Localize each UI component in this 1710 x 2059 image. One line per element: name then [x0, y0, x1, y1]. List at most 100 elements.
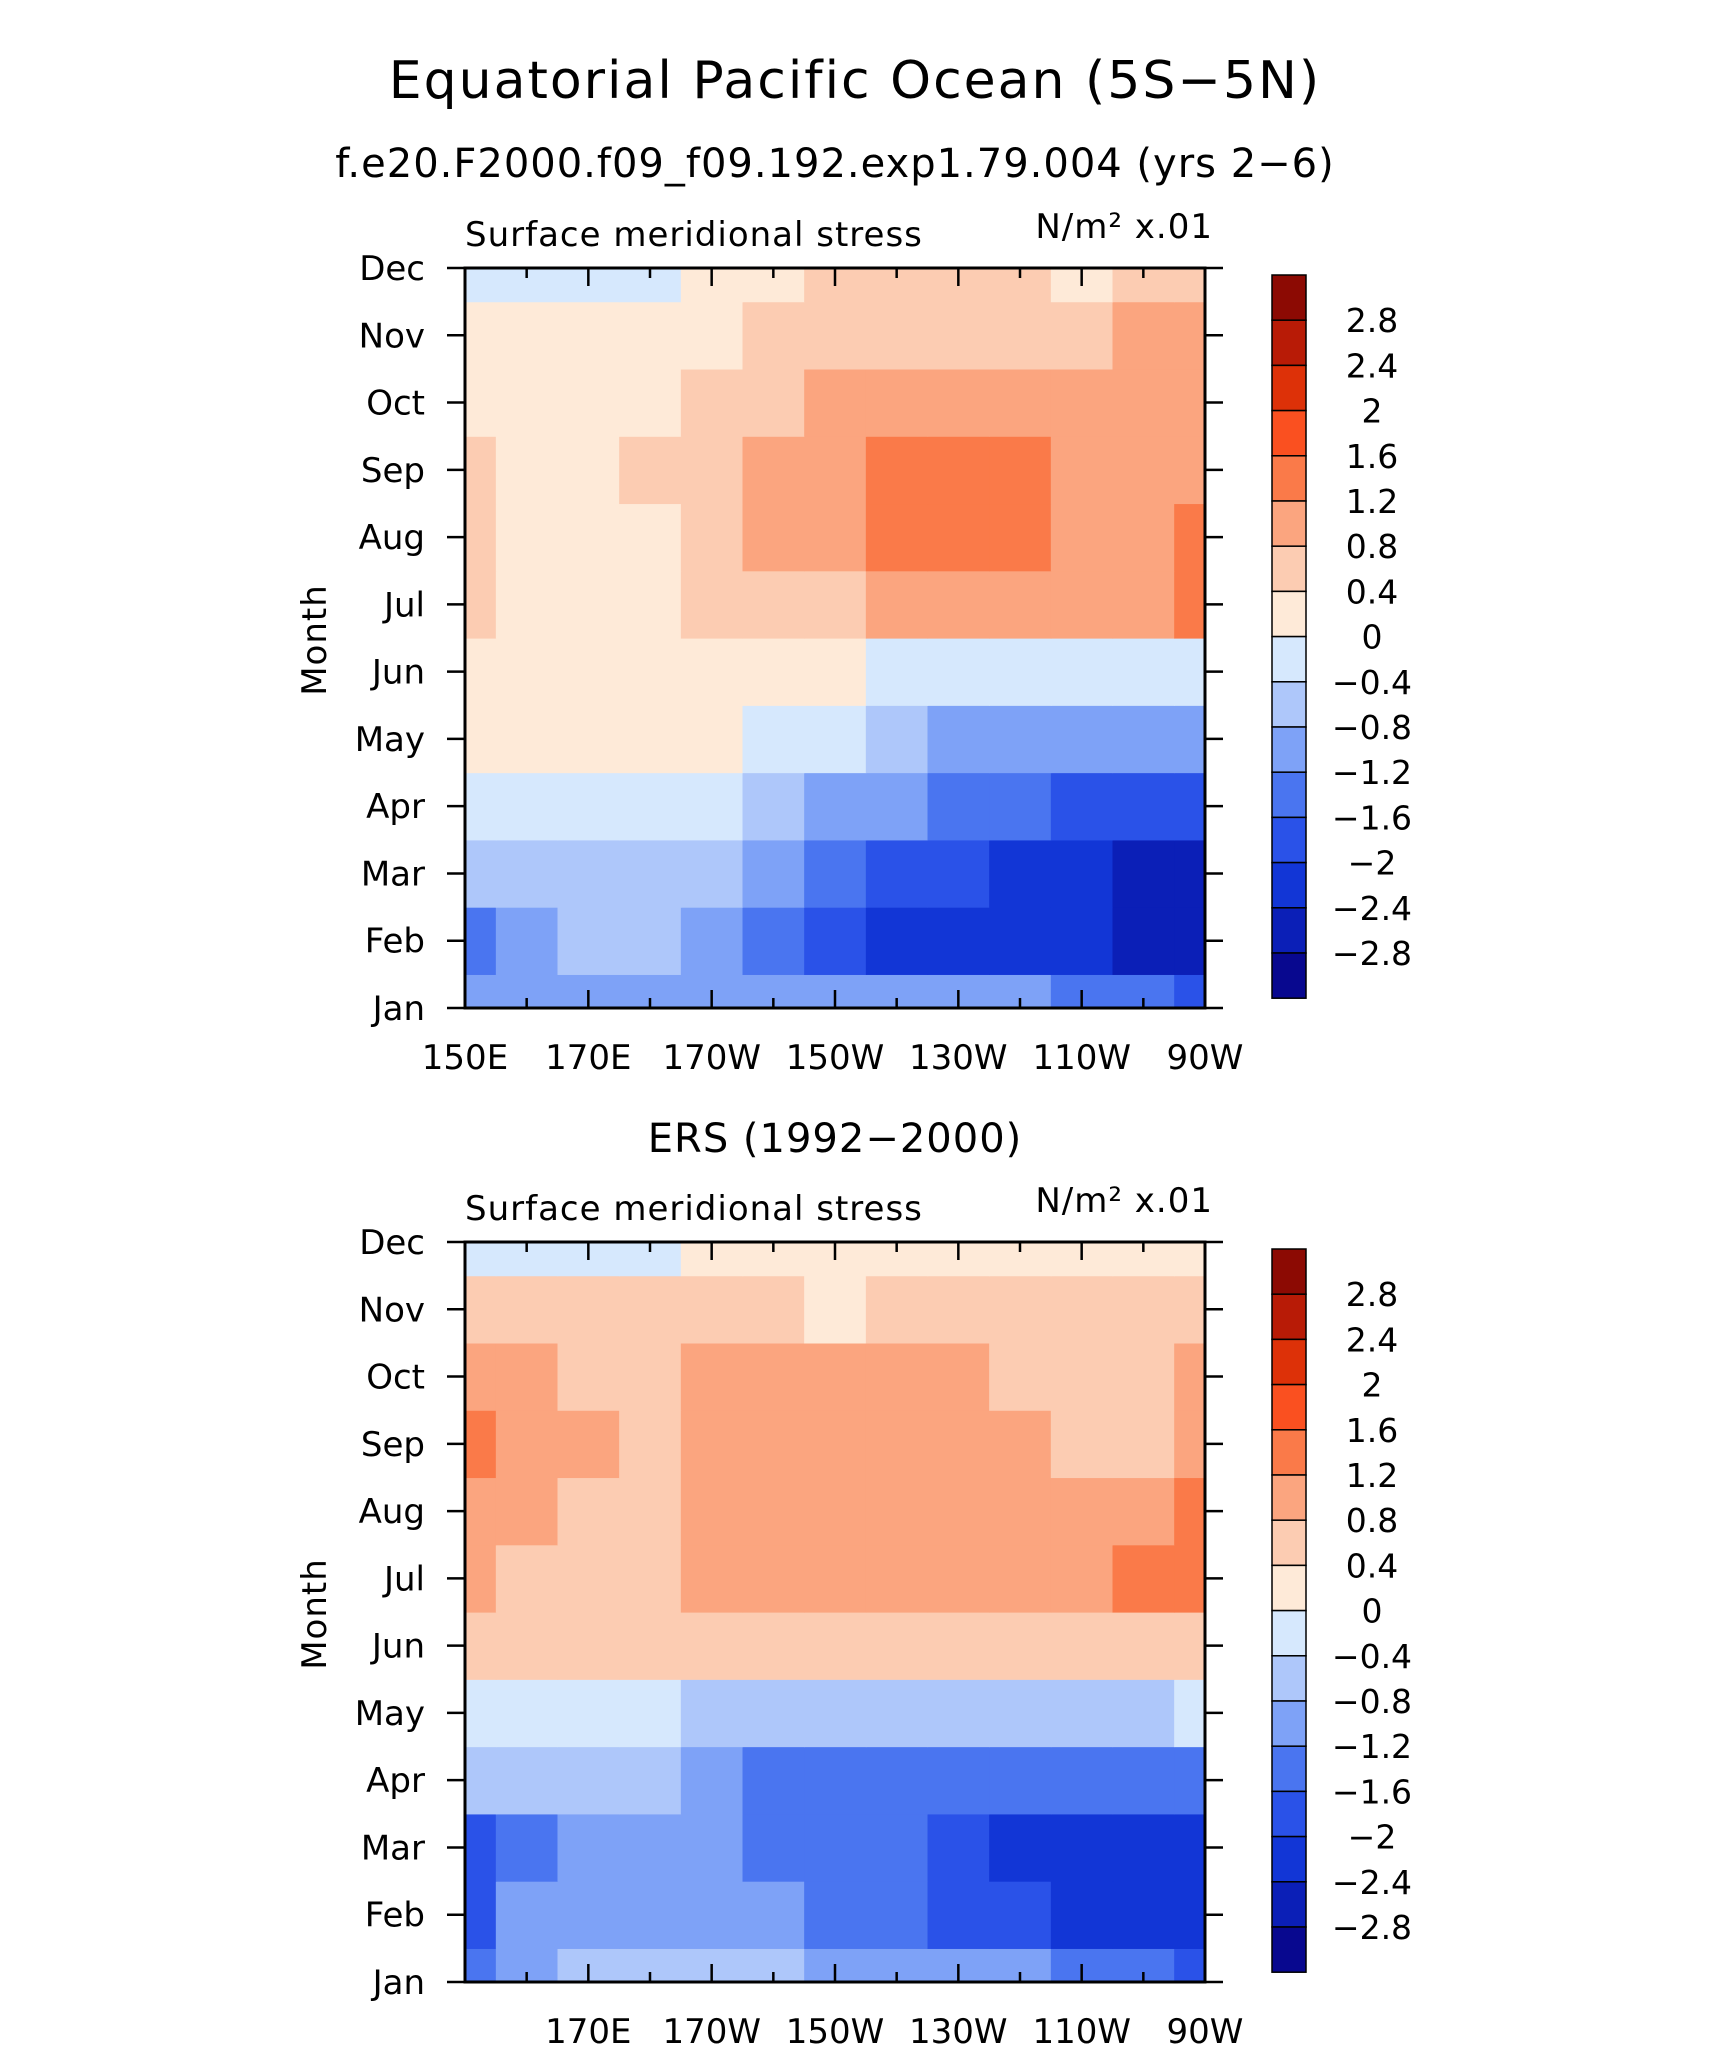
colorbar-box — [1271, 771, 1307, 819]
x-tick-label: 90W — [1167, 1038, 1244, 1078]
heatmap-cell — [465, 974, 497, 1009]
heatmap-cell — [1050, 1881, 1114, 1949]
heatmap-cell — [680, 1410, 744, 1479]
heatmap-cell — [465, 839, 497, 908]
heatmap-cell — [804, 705, 867, 774]
y-tick-label: May — [355, 1694, 425, 1734]
heatmap-cell — [557, 1342, 620, 1411]
heatmap-cell — [927, 1813, 990, 1882]
colorbar-label: 1.6 — [1346, 437, 1398, 476]
heatmap-cell — [742, 503, 805, 572]
heatmap-cell — [989, 1410, 1052, 1479]
heatmap-cell — [865, 1746, 929, 1815]
y-tick-label: Jul — [382, 1559, 425, 1599]
colorbar-label: −1.6 — [1332, 798, 1412, 837]
heatmap-cell — [865, 638, 929, 706]
heatmap-cell — [1174, 503, 1206, 572]
heatmap-cell — [1174, 772, 1206, 841]
colorbar-box — [1271, 907, 1307, 954]
colorbar-box — [1271, 1519, 1307, 1567]
heatmap-cell — [1112, 1477, 1175, 1546]
heatmap-cell — [557, 503, 620, 572]
heatmap-cell — [865, 1679, 929, 1748]
heatmap-cell — [495, 1679, 559, 1748]
heatmap-cell — [557, 1813, 620, 1882]
heatmap-cell — [804, 1342, 867, 1411]
heatmap-cell — [495, 1612, 559, 1680]
heatmap-cell — [495, 570, 559, 639]
heatmap-cell — [1174, 268, 1206, 303]
heatmap-cell — [557, 638, 620, 706]
heatmap-cell — [680, 368, 744, 437]
heatmap-cell — [557, 1275, 620, 1344]
heatmap-cell — [557, 368, 620, 437]
heatmap-cell — [495, 1275, 559, 1344]
x-tick-label: 130W — [909, 2012, 1008, 2052]
heatmap-cell — [927, 638, 990, 706]
heatmap-cell — [1174, 1948, 1206, 1983]
y-tick-label: Nov — [359, 316, 425, 356]
heatmap-cell — [1112, 772, 1175, 841]
colorbar-label: 0.4 — [1346, 572, 1398, 611]
heatmap-cell — [680, 772, 744, 841]
heatmap-cell — [865, 1342, 929, 1411]
heatmap-cell — [465, 1342, 497, 1411]
heatmap-cell — [989, 1746, 1052, 1815]
x-tick-label: 150W — [786, 2012, 885, 2052]
colorbar-label: 2 — [1362, 392, 1383, 431]
heatmap-cell — [804, 1813, 867, 1882]
colorbar-label: −0.8 — [1332, 708, 1412, 747]
heatmap-cell — [804, 839, 867, 908]
heatmap-cell — [742, 570, 805, 639]
heatmap-cell — [927, 1544, 990, 1613]
heatmap-cell — [742, 1275, 805, 1344]
heatmap-cell — [680, 1881, 744, 1949]
heatmap-cell — [742, 1612, 805, 1680]
heatmap-cell — [557, 1612, 620, 1680]
heatmap-cell — [1112, 1275, 1175, 1344]
colorbar-box — [1271, 364, 1307, 412]
heatmap-cell — [619, 503, 682, 572]
heatmap-cell — [804, 1881, 867, 1949]
heatmap-cell — [557, 570, 620, 639]
right-string: N/m² x.01 — [1035, 207, 1213, 247]
colorbar-label: 0.8 — [1346, 527, 1398, 566]
heatmap-cell — [742, 1477, 805, 1546]
heatmap-cell — [465, 705, 497, 774]
y-tick-label: Sep — [361, 1425, 425, 1465]
heatmap-cell — [1112, 368, 1175, 437]
heatmap-cell — [927, 772, 990, 841]
left-string: Surface meridional stress — [465, 215, 923, 255]
heatmap-cell — [1112, 1612, 1175, 1680]
heatmap-cell — [1112, 570, 1175, 639]
heatmap-cell — [865, 368, 929, 437]
colorbar-box — [1271, 274, 1307, 321]
heatmap-cell — [557, 436, 620, 505]
heatmap-cell — [804, 1679, 867, 1748]
heatmap-cell — [989, 1544, 1052, 1613]
heatmap-cell — [1112, 1679, 1175, 1748]
heatmap-cell — [465, 1881, 497, 1949]
heatmap-cell — [1174, 1746, 1206, 1815]
heatmap-cell — [619, 1881, 682, 1949]
heatmap-cell — [1174, 1612, 1206, 1680]
heatmap-cell — [742, 436, 805, 505]
heatmap-cell — [1174, 907, 1206, 975]
colorbar-label: 2.4 — [1346, 1320, 1398, 1359]
colorbar-box — [1271, 635, 1307, 683]
colorbar-label: 0 — [1362, 618, 1383, 657]
heatmap-cell — [989, 570, 1052, 639]
heatmap-cell — [557, 301, 620, 370]
heatmap-cell — [619, 1477, 682, 1546]
colorbar-box — [1271, 545, 1307, 593]
heatmap-cell — [1112, 1881, 1175, 1949]
heatmap-cell — [1174, 1342, 1206, 1411]
heatmap-cell — [619, 1275, 682, 1344]
heatmap-cell — [1112, 839, 1175, 908]
colorbar-label: −0.4 — [1332, 663, 1412, 702]
y-tick-label: Dec — [359, 1223, 425, 1263]
heatmap-cell — [465, 1410, 497, 1479]
colorbar-box — [1271, 1790, 1307, 1838]
colorbar-label: −2.4 — [1332, 1863, 1412, 1902]
y-tick-label: Dec — [359, 249, 425, 289]
